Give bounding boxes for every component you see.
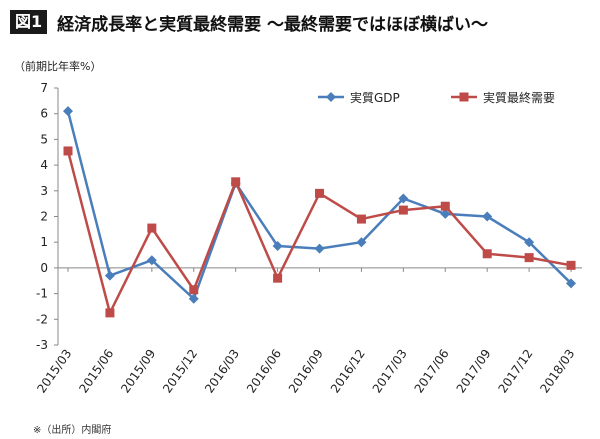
data-point-square <box>189 285 199 295</box>
x-tick-label: 2016/03 <box>202 347 242 396</box>
y-tick-label: 7 <box>40 81 48 95</box>
chart-title-bar: 図1 経済成長率と実質最終需要 ～最終需要ではほぼ横ばい～ <box>10 9 488 35</box>
legend-label-2: 実質最終需要 <box>483 90 555 105</box>
data-point-diamond <box>398 193 409 204</box>
data-point-diamond <box>314 243 325 254</box>
x-tick-label: 2017/12 <box>496 347 536 396</box>
x-tick-label: 2016/09 <box>286 347 326 396</box>
y-tick-label: 3 <box>40 184 48 198</box>
data-point-diamond <box>356 237 367 248</box>
legend-marker-square <box>459 92 469 102</box>
series-line-2 <box>66 150 572 315</box>
source-note: ※（出所）内閣府 <box>33 425 112 436</box>
data-point-square <box>356 214 366 224</box>
data-point-square <box>63 146 73 156</box>
data-point-square <box>231 177 241 187</box>
y-tick-label: 2 <box>40 210 48 224</box>
data-point-square <box>524 253 534 263</box>
x-tick-label: 2016/12 <box>328 347 368 396</box>
x-tick-label: 2015/06 <box>76 347 116 396</box>
y-tick-label: -1 <box>36 287 48 301</box>
data-point-square <box>566 260 576 270</box>
legend-marker-diamond <box>326 92 336 102</box>
data-point-diamond <box>482 211 493 222</box>
legend-label-1: 実質GDP <box>350 90 400 105</box>
data-point-diamond <box>440 208 451 219</box>
x-tick-label: 2015/09 <box>118 347 158 396</box>
x-tick-label: 2015/03 <box>34 347 74 396</box>
data-point-square <box>398 205 408 215</box>
data-point-diamond <box>272 241 283 252</box>
figure-badge: 図1 <box>10 10 48 34</box>
data-point-square <box>273 273 283 283</box>
data-point-diamond <box>146 255 157 266</box>
data-point-diamond <box>63 106 73 117</box>
data-point-diamond <box>104 270 115 281</box>
x-tick-label: 2016/06 <box>244 347 284 396</box>
data-point-diamond <box>524 237 535 248</box>
y-tick-label: 4 <box>40 158 48 172</box>
y-tick-label: -2 <box>36 312 48 326</box>
x-tick-label: 2017/03 <box>370 347 410 396</box>
data-point-diamond <box>188 293 199 304</box>
data-point-diamond <box>566 278 577 289</box>
y-tick-label: 1 <box>40 235 48 249</box>
y-tick-label: 0 <box>40 261 48 275</box>
data-point-square <box>482 249 492 259</box>
y-tick-label: 5 <box>40 132 48 146</box>
x-tick-label: 2018/03 <box>537 347 577 396</box>
data-point-square <box>315 188 325 198</box>
y-tick-label: -3 <box>36 338 48 352</box>
x-tick-label: 2015/12 <box>160 347 200 396</box>
data-point-square <box>440 201 450 211</box>
y-unit-label: （前期比年率%） <box>14 60 102 73</box>
data-point-square <box>105 308 115 318</box>
x-tick-label: 2017/06 <box>412 347 452 396</box>
data-point-square <box>147 223 157 233</box>
x-tick-label: 2017/09 <box>454 347 494 396</box>
y-tick-label: 6 <box>40 107 48 121</box>
chart-title: 経済成長率と実質最終需要 ～最終需要ではほぼ横ばい～ <box>57 14 489 35</box>
